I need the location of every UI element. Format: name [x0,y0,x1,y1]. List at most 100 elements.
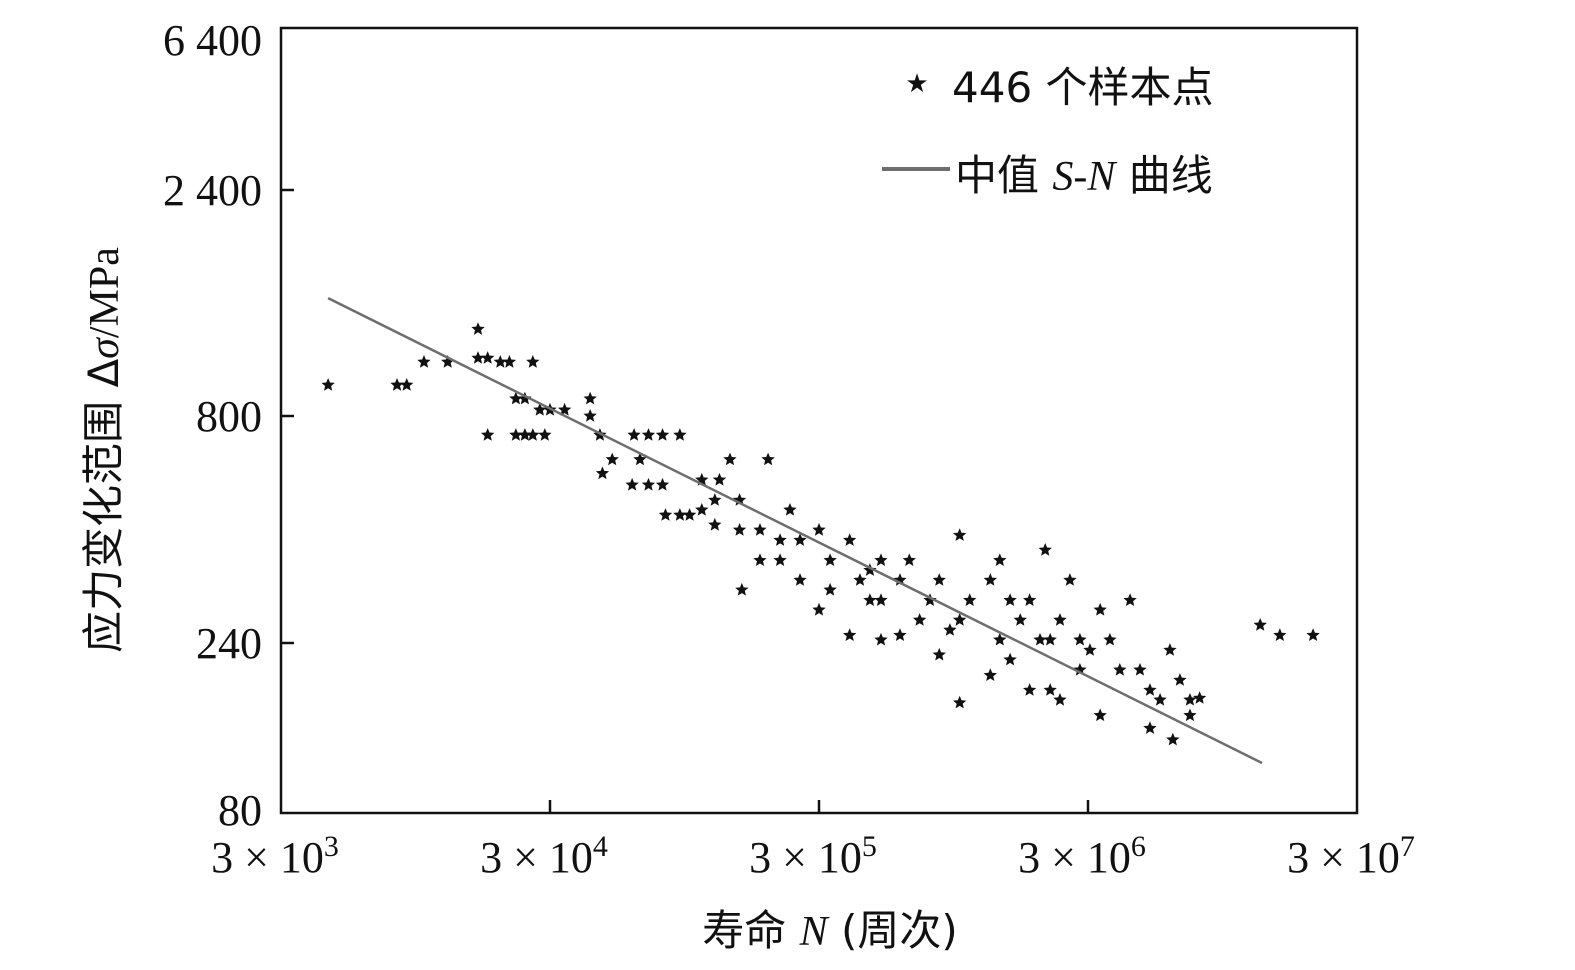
y-tick-label: 800 [196,392,262,441]
data-point-star [673,428,687,441]
data-point-star [1038,543,1052,556]
data-point-star [874,632,888,646]
data-point-star [1253,618,1267,631]
data-point-star [1183,693,1197,706]
y-tick-label: 2 400 [163,166,262,215]
data-point-star [695,503,709,516]
data-point-star [1093,602,1107,616]
data-point-star [526,428,540,441]
data-point-star [1033,632,1047,646]
data-point-star [1043,683,1057,696]
data-point-star [712,472,727,486]
data-point-star [923,593,937,606]
data-point-star [471,322,485,335]
data-point-star [863,563,877,576]
data-point-star [682,508,697,521]
data-point-star [893,573,907,586]
data-point-star [1123,593,1137,606]
data-point-star [1063,573,1077,586]
data-point-star [773,553,787,566]
data-point-star [1073,632,1087,646]
data-point-star [1053,613,1067,626]
data-point-star [417,355,431,368]
data-point-star [493,355,507,368]
data-point-star [481,351,495,364]
data-point-star [695,472,709,486]
data-point-star [993,553,1007,566]
data-point-star [558,402,572,416]
data-point-star [673,508,687,521]
data-point-star [633,452,647,466]
data-point-star [481,428,495,441]
data-point-star [793,533,807,546]
data-point-star [1113,663,1127,676]
data-point-star [538,428,552,441]
plot-frame [279,26,1359,815]
data-point-star [471,351,485,364]
data-point-star [932,573,946,586]
data-point-star [1043,632,1057,646]
series-lines [327,296,1263,765]
data-point-star [753,523,767,536]
scatter-points [321,322,1320,746]
data-point-star [953,695,967,709]
legend: ★ 446 个样本点 中值 S-N 曲线 [882,63,1214,200]
data-point-star [321,378,335,391]
data-point-star [1143,683,1157,696]
data-point-star [502,355,517,368]
data-point-star [874,593,888,606]
data-point-star [1163,643,1177,656]
data-point-star [943,623,957,636]
data-point-star [595,466,610,480]
data-point-star [1153,693,1167,706]
data-point-star [812,523,826,536]
x-axis-label: 寿命 N (周次) [702,906,958,955]
data-point-star [953,528,967,541]
data-point-star [1273,628,1287,641]
data-point-star [1013,613,1027,626]
data-point-star [732,493,747,506]
data-point-star [783,503,797,516]
data-point-star [583,391,597,405]
data-point-star [793,573,807,586]
data-point-star [853,573,867,586]
data-point-star [983,573,997,586]
data-point-star [1183,708,1197,722]
data-point-star [1193,691,1207,704]
data-point-star [509,428,523,441]
data-point-star [400,378,414,391]
data-point-star [932,647,946,661]
legend-label-sn-curve: 中值 S-N 曲线 [955,151,1213,200]
y-tick-label: 80 [218,786,262,835]
data-point-star [1093,708,1107,722]
median-sn-curve-line [327,296,1263,765]
data-point-star [625,477,639,491]
data-point-star [773,533,787,546]
data-point-star [823,553,837,566]
x-tick-label: 3 × 104 [480,830,608,882]
data-point-star [1083,643,1097,656]
data-point-star [1003,593,1017,606]
data-point-star [1306,628,1320,641]
x-tick-label: 3 × 106 [1018,830,1146,882]
data-point-star [1173,673,1187,686]
data-point-star [902,553,916,566]
data-point-star [874,553,888,566]
data-point-star [823,582,837,596]
data-point-star [1023,593,1037,606]
data-point-star [1133,663,1147,676]
data-point-star [983,668,997,681]
data-point-star [863,593,877,606]
data-point-star [1103,632,1117,646]
data-point-star [509,391,523,405]
data-point-star [812,602,826,616]
data-point-star [655,477,670,491]
legend-label-samples: 446 个样本点 [952,63,1214,112]
data-point-star [526,355,540,368]
data-point-star [1143,721,1157,734]
data-point-star [753,553,767,566]
data-point-star [708,517,722,531]
data-point-star [441,355,455,368]
axis-ticks: 3 × 103 3 × 104 3 × 105 3 × 106 3 × 107 6 400… [163,16,1415,882]
